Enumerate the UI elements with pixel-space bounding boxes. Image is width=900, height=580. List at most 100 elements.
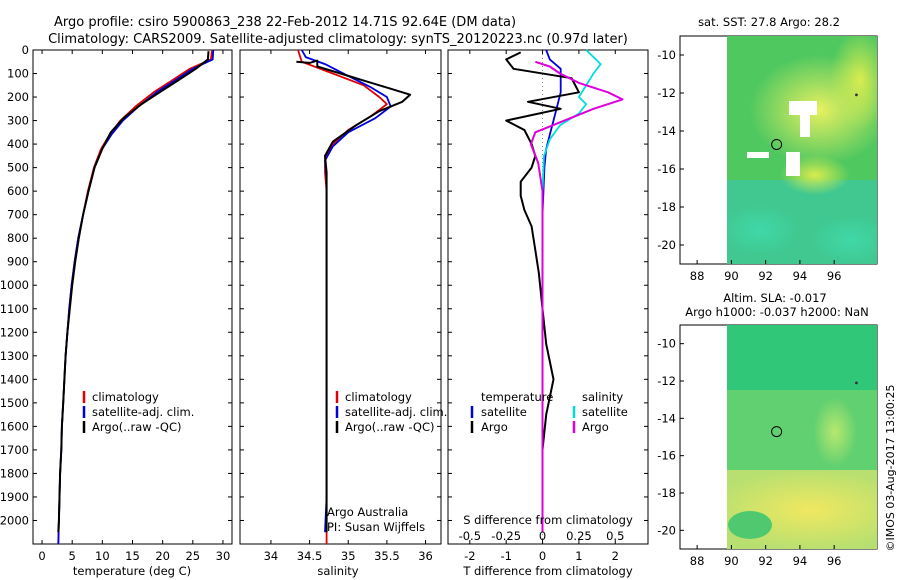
lon-tick-label: 96 — [827, 554, 842, 568]
x-tick-label: 34 — [264, 549, 279, 563]
temperature-x-label: temperature (deg C) — [73, 564, 191, 578]
s-diff-tick-label: -0.5 — [459, 529, 481, 543]
sst-cool-patch — [810, 215, 877, 264]
cloud-gap — [789, 101, 817, 115]
cloud-gap — [800, 115, 810, 137]
depth-tick-label: 1800 — [0, 466, 29, 480]
salinity-panel: 34 34.5 35 35.5 36 climatology satellite-adj… — [239, 49, 447, 578]
lon-tick-label: 92 — [758, 554, 773, 568]
s-diff-tick-label: 0.5 — [606, 529, 624, 543]
lat-tick-label: -12 — [657, 374, 676, 388]
lat-tick-label: -18 — [657, 486, 676, 500]
x-tick-label: 35.5 — [374, 549, 400, 563]
salinity-x-label: salinity — [317, 564, 358, 578]
x-tick-label: 20 — [155, 549, 170, 563]
annotation-pi: PI: Susan Wijffels — [327, 520, 425, 534]
temperature-axes-frame — [32, 49, 233, 545]
difference-legend: temperature satellite Argo salinity sate… — [470, 390, 628, 434]
legend-title-temperature: temperature — [481, 390, 553, 404]
station-dot — [855, 93, 858, 97]
sla-map-panel: Altim. SLA: -0.017 Argo h1000: -0.037 h2… — [657, 291, 878, 568]
x-tick-label: 25 — [185, 549, 200, 563]
difference-panel: -2 -1 0 1 2 temperature satellite Argo salin… — [447, 49, 649, 578]
depth-tick-label: 1900 — [0, 490, 29, 504]
series-line-argo-raw-qc — [57, 51, 210, 533]
argo-position-marker — [771, 138, 783, 150]
lat-tick-label: -10 — [657, 48, 676, 62]
sst-map-panel: sat. SST: 27.8 Argo: 28.2 -10 -12 -14 -16 -1… — [657, 15, 878, 283]
x-tick-label: 30 — [216, 549, 231, 563]
lat-tick-label: -16 — [657, 449, 676, 463]
x-tick-label: 2 — [612, 549, 619, 563]
sla-map-title-line1: Altim. SLA: -0.017 — [723, 291, 827, 305]
legend-label-sal-argo: Argo — [582, 420, 609, 434]
legend-title-salinity: salinity — [582, 390, 623, 404]
station-dot — [855, 381, 858, 385]
depth-tick-label: 600 — [7, 184, 29, 198]
lon-tick-label: 94 — [793, 269, 808, 283]
temperature-legend: climatology satellite-adj. clim. Argo(..… — [82, 390, 194, 434]
x-tick-label: 10 — [95, 549, 110, 563]
legend-label-temp-argo: Argo — [481, 420, 508, 434]
depth-tick-label: 1700 — [0, 443, 29, 457]
x-tick-label: 1 — [575, 549, 582, 563]
x-tick-label: -1 — [500, 549, 511, 563]
imos-timestamp: ©IMOS 03-Aug-2017 13:00:25 — [884, 385, 897, 552]
legend-label-argo: Argo(..raw -QC) — [345, 420, 435, 434]
lat-tick-label: -20 — [657, 523, 676, 537]
depth-tick-label: 1100 — [0, 302, 29, 316]
depth-tick-label: 0 — [22, 43, 29, 57]
lon-tick-label: 92 — [758, 269, 773, 283]
depth-tick-label: 800 — [7, 231, 29, 245]
salinity-axes-frame — [239, 49, 442, 545]
lon-tick-label: 96 — [827, 269, 842, 283]
legend-label-climatology: climatology — [92, 390, 159, 404]
x-tick-label: 34.5 — [297, 549, 323, 563]
sst-map-title: sat. SST: 27.8 Argo: 28.2 — [698, 15, 840, 29]
series-line-temperature-argo — [505, 51, 580, 533]
figure-title-line2: Climatology: CARS2009. Satellite-adjuste… — [48, 32, 628, 47]
depth-tick-label: 500 — [7, 161, 29, 175]
sst-cool-patch — [727, 205, 800, 255]
s-diff-tick-label: 0.25 — [566, 529, 592, 543]
legend-label-satellite: satellite-adj. clim. — [345, 405, 447, 419]
annotation-argo-australia: Argo Australia — [327, 505, 408, 519]
depth-tick-label: 2000 — [0, 513, 29, 527]
lat-tick-label: -16 — [657, 162, 676, 176]
depth-tick-label: 1000 — [0, 278, 29, 292]
temperature-panel: 0100200300400500600700800900100011001200… — [0, 43, 233, 578]
s-difference-label: S difference from climatology — [463, 513, 633, 527]
lat-tick-label: -14 — [657, 411, 676, 425]
lon-tick-label: 88 — [690, 554, 705, 568]
legend-label-climatology: climatology — [345, 390, 412, 404]
x-tick-label: 0 — [539, 549, 546, 563]
cloud-gap — [786, 152, 800, 176]
figure-title-line1: Argo profile: csiro 5900863_238 22-Feb-2… — [54, 15, 516, 30]
s-diff-tick-label: -0.25 — [491, 529, 521, 543]
lat-tick-label: -12 — [657, 86, 676, 100]
series-line-salinity-argo — [529, 60, 624, 533]
lon-tick-label: 94 — [793, 554, 808, 568]
depth-tick-label: 100 — [7, 67, 29, 81]
difference-axes-frame — [447, 49, 649, 545]
depth-tick-label: 900 — [7, 255, 29, 269]
depth-tick-label: 1300 — [0, 349, 29, 363]
series-line-argo-raw-qc — [296, 59, 412, 533]
t-difference-label: T difference from climatology — [462, 564, 633, 578]
legend-label-argo: Argo(..raw -QC) — [92, 420, 182, 434]
lon-tick-label: 90 — [724, 269, 739, 283]
sla-high-patch — [813, 397, 857, 467]
x-tick-label: 36 — [418, 549, 433, 563]
x-tick-label: 15 — [125, 549, 140, 563]
lat-tick-label: -14 — [657, 124, 676, 138]
argo-position-marker — [771, 426, 783, 438]
lat-tick-label: -18 — [657, 200, 676, 214]
depth-tick-label: 400 — [7, 137, 29, 151]
legend-label-sal-satellite: satellite — [582, 405, 628, 419]
sst-warm-patch — [830, 36, 877, 130]
depth-tick-label: 300 — [7, 114, 29, 128]
x-tick-label: 5 — [69, 549, 76, 563]
s-diff-tick-label: 0 — [539, 529, 546, 543]
depth-tick-label: 1400 — [0, 372, 29, 386]
